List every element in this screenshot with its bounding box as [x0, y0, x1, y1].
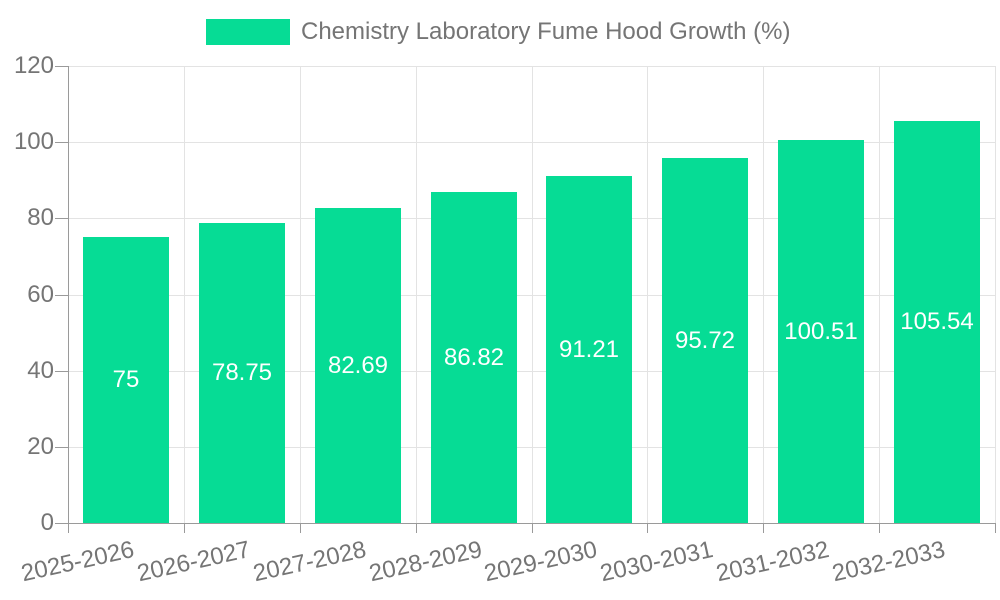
x-tick [763, 523, 764, 533]
x-tick [184, 523, 185, 533]
v-gridline [647, 66, 648, 523]
bar-2030-2031[interactable]: 95.72 [662, 158, 748, 523]
y-tick [55, 447, 68, 448]
y-tick [55, 142, 68, 143]
y-tick [55, 66, 68, 67]
y-tick-label: 80 [27, 204, 54, 231]
bar-value-label: 100.51 [784, 317, 858, 345]
v-gridline [879, 66, 880, 523]
bar-2029-2030[interactable]: 91.21 [546, 176, 632, 523]
x-tick [995, 523, 996, 533]
y-tick-label: 100 [13, 128, 54, 155]
y-tick-label: 40 [27, 357, 54, 384]
v-gridline [300, 66, 301, 523]
bar-value-label: 82.69 [327, 351, 389, 379]
v-gridline [184, 66, 185, 523]
y-tick [55, 523, 68, 524]
legend-label: Chemistry Laboratory Fume Hood Growth (%… [301, 18, 791, 45]
h-gridline [68, 66, 995, 67]
bar-value-label: 78.75 [211, 359, 273, 386]
chart-legend[interactable]: Chemistry Laboratory Fume Hood Growth (%… [206, 19, 791, 45]
x-tick [300, 523, 301, 533]
y-tick [55, 371, 68, 372]
v-gridline [532, 66, 533, 523]
bar-2028-2029[interactable]: 86.82 [431, 192, 517, 523]
y-tick-label: 20 [27, 433, 54, 460]
y-tick-label: 60 [27, 281, 54, 308]
x-tick [416, 523, 417, 533]
x-axis-line [68, 523, 995, 524]
bar-2027-2028[interactable]: 82.69 [315, 208, 401, 523]
v-gridline [995, 66, 996, 523]
h-gridline [68, 295, 995, 296]
y-tick [55, 218, 68, 219]
bar-value-label: 86.82 [443, 343, 505, 371]
y-tick [55, 295, 68, 296]
x-tick [532, 523, 533, 533]
bar-2025-2026[interactable]: 75 [83, 237, 169, 523]
h-gridline [68, 371, 995, 372]
bar-value-label: 95.72 [674, 326, 736, 354]
h-gridline [68, 218, 995, 219]
h-gridline [68, 447, 995, 448]
bar-value-label: 105.54 [900, 308, 974, 335]
bar-value-label: 91.21 [558, 335, 620, 363]
bar-2032-2033[interactable]: 105.54 [894, 121, 980, 523]
h-gridline [68, 142, 995, 143]
x-tick [647, 523, 648, 533]
v-gridline [763, 66, 764, 523]
x-tick [68, 523, 69, 533]
x-tick [879, 523, 880, 533]
y-tick-label: 120 [13, 52, 54, 79]
bar-2026-2027[interactable]: 78.75 [199, 223, 285, 523]
v-gridline [416, 66, 417, 523]
legend-swatch [206, 19, 290, 45]
bar-2031-2032[interactable]: 100.51 [778, 140, 864, 523]
bar-value-label: 75 [112, 366, 140, 393]
y-tick-label: 0 [40, 509, 54, 536]
y-axis-line [68, 66, 69, 533]
